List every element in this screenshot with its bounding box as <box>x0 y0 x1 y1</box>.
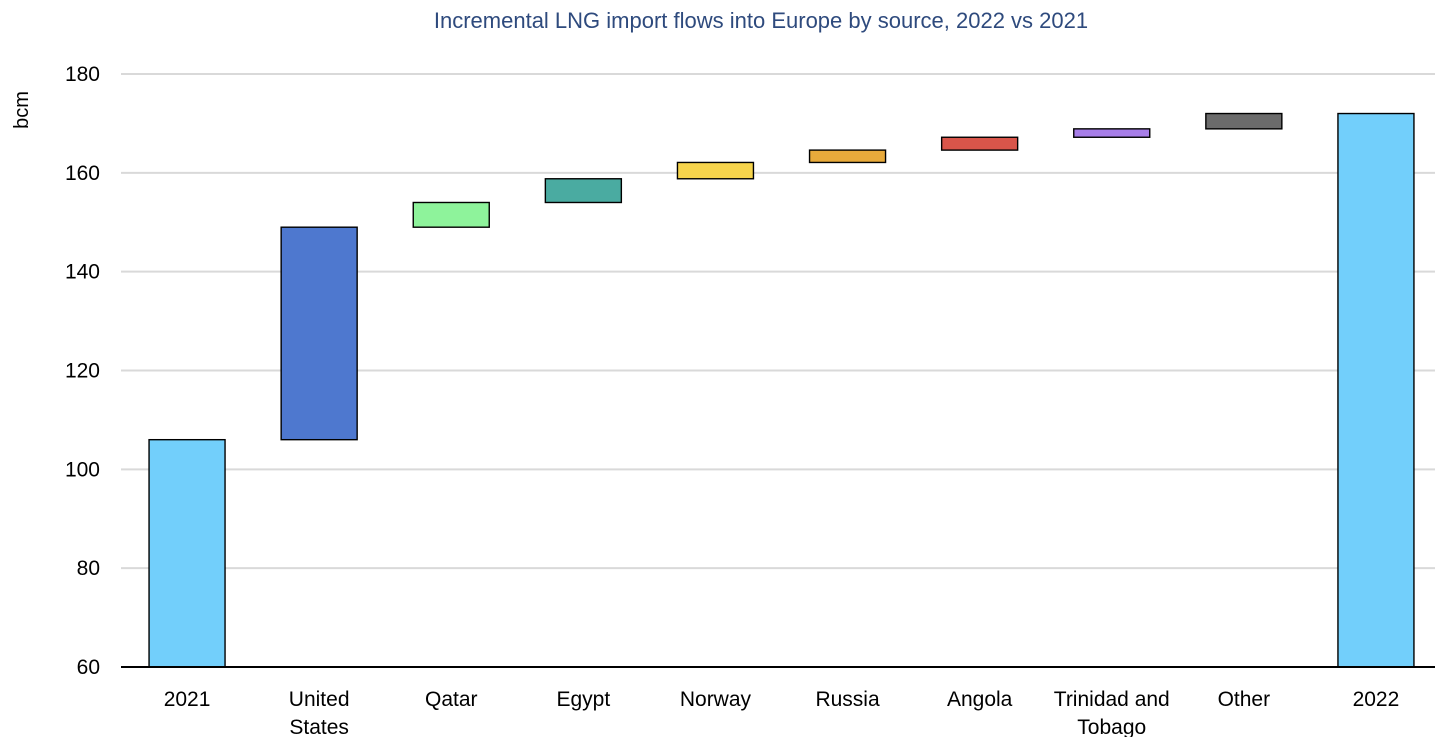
bar-trinidad-and-tobago <box>1073 128 1151 138</box>
x-tick-label: 2022 <box>1353 688 1400 711</box>
bar-united-states <box>280 226 358 441</box>
y-tick-label: 60 <box>77 656 100 679</box>
y-tick-label: 100 <box>65 458 100 481</box>
x-tick-label: Other <box>1218 688 1271 711</box>
bar-angola <box>940 136 1019 151</box>
bar-other <box>1205 112 1283 130</box>
bar-egypt <box>544 178 623 204</box>
bar-2022 <box>1337 112 1415 668</box>
bar-norway <box>676 161 755 180</box>
x-tick-label: Egypt <box>556 688 610 711</box>
y-tick-label: 120 <box>65 360 100 383</box>
x-tick-label: Angola <box>947 688 1013 711</box>
x-tick-label: 2021 <box>164 688 211 711</box>
bars <box>148 112 1415 668</box>
x-tick-label: United States <box>289 688 350 737</box>
y-tick-label: 80 <box>77 557 100 580</box>
bar-russia <box>808 149 887 164</box>
x-axis-ticks: 2021 United States Qatar Egypt Norway Russia An… <box>164 688 1400 737</box>
y-tick-label: 180 <box>65 63 100 86</box>
y-axis-ticks: 60 80 100 120 140 160 180 <box>65 63 100 679</box>
bar-qatar <box>412 201 490 228</box>
x-tick-label: Qatar <box>425 688 478 711</box>
bar-2021 <box>148 438 226 668</box>
y-tick-label: 140 <box>65 261 100 284</box>
x-tick-label: Trinidad and Tobago <box>1054 688 1170 737</box>
x-tick-label: Norway <box>680 688 752 711</box>
y-tick-label: 160 <box>65 162 100 185</box>
chart-title: Incremental LNG import flows into Europe… <box>433 8 1089 33</box>
y-axis-label: bcm <box>11 91 33 129</box>
x-tick-label: Russia <box>815 688 880 711</box>
